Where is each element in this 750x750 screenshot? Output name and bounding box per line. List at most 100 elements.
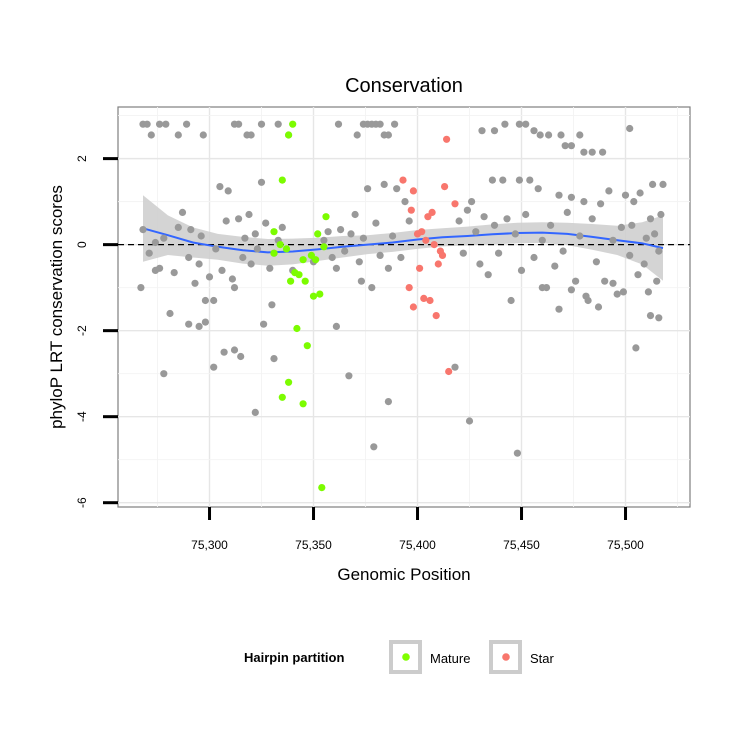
data-point-other bbox=[649, 180, 657, 188]
data-point-other bbox=[561, 142, 569, 150]
data-point-other bbox=[547, 221, 555, 229]
legend: Hairpin partition Mature Star bbox=[244, 640, 555, 674]
data-point-other bbox=[359, 234, 367, 242]
data-point-other bbox=[559, 247, 567, 255]
series-star bbox=[399, 135, 459, 376]
data-point-other bbox=[170, 269, 178, 277]
data-point-other bbox=[582, 292, 590, 300]
data-point-other bbox=[241, 234, 249, 242]
data-point-other bbox=[526, 176, 534, 184]
data-point-other bbox=[260, 320, 268, 328]
data-point-other bbox=[609, 236, 617, 244]
data-point-other bbox=[651, 230, 659, 238]
data-point-other bbox=[580, 198, 588, 206]
data-point-other bbox=[476, 260, 484, 268]
data-point-star bbox=[418, 228, 426, 236]
data-point-other bbox=[626, 124, 634, 133]
data-point-other bbox=[160, 234, 168, 242]
data-point-other bbox=[364, 185, 372, 193]
data-point-other bbox=[237, 352, 245, 361]
data-point-other bbox=[218, 266, 226, 274]
chart-title: Conservation bbox=[345, 75, 463, 97]
data-point-other bbox=[636, 189, 644, 197]
series-mature bbox=[270, 120, 330, 492]
data-point-other bbox=[151, 238, 159, 247]
plot-panel bbox=[117, 106, 691, 508]
data-point-star bbox=[420, 294, 428, 302]
data-point-other bbox=[501, 120, 509, 128]
data-point-other bbox=[451, 363, 459, 371]
data-point-star bbox=[436, 247, 444, 255]
legend-label-star: Star bbox=[530, 651, 555, 666]
data-point-other bbox=[405, 217, 413, 225]
data-point-star bbox=[441, 183, 449, 191]
data-point-other bbox=[195, 322, 203, 330]
data-point-other bbox=[270, 355, 278, 363]
y-tick-label: -2 bbox=[75, 325, 89, 336]
data-point-other bbox=[601, 277, 609, 285]
data-point-other bbox=[332, 264, 340, 272]
data-point-other bbox=[588, 148, 596, 156]
data-point-other bbox=[472, 228, 480, 236]
data-point-star bbox=[445, 367, 453, 376]
data-point-other bbox=[228, 275, 236, 283]
data-point-mature bbox=[309, 292, 318, 300]
data-point-mature bbox=[270, 249, 278, 257]
x-tick-label: 75,300 bbox=[191, 538, 228, 552]
data-point-other bbox=[480, 213, 488, 221]
data-point-other bbox=[278, 223, 286, 231]
data-point-mature bbox=[322, 213, 330, 221]
data-point-other bbox=[368, 284, 376, 292]
confidence-band bbox=[143, 195, 663, 281]
data-point-other bbox=[216, 183, 224, 191]
data-point-other bbox=[151, 266, 159, 274]
data-point-other bbox=[605, 187, 613, 195]
data-point-other bbox=[594, 303, 603, 311]
data-point-star bbox=[409, 187, 417, 195]
data-point-other bbox=[478, 127, 486, 135]
data-point-other bbox=[657, 210, 665, 219]
data-point-star bbox=[422, 236, 430, 244]
data-point-other bbox=[197, 232, 205, 240]
data-point-mature bbox=[299, 400, 307, 408]
data-point-other bbox=[538, 236, 546, 244]
data-point-other bbox=[632, 344, 640, 352]
data-point-other bbox=[174, 223, 182, 231]
data-point-other bbox=[139, 226, 147, 234]
data-point-other bbox=[247, 131, 255, 139]
data-point-other bbox=[185, 253, 193, 262]
data-point-other bbox=[499, 176, 507, 184]
data-point-other bbox=[247, 260, 255, 268]
data-point-mature bbox=[293, 324, 301, 333]
data-point-other bbox=[235, 120, 243, 128]
data-point-other bbox=[644, 288, 653, 296]
data-point-other bbox=[370, 443, 378, 451]
data-point-other bbox=[628, 221, 636, 229]
y-axis-label: phyloP LRT conservation scores bbox=[47, 185, 66, 429]
data-point-other bbox=[463, 206, 471, 214]
legend-dot-mature bbox=[402, 653, 410, 661]
data-point-other bbox=[376, 251, 384, 259]
confidence-band-area bbox=[143, 195, 663, 281]
x-tick-label: 75,450 bbox=[503, 538, 540, 552]
data-point-other bbox=[384, 264, 392, 272]
data-point-other bbox=[503, 215, 511, 223]
data-point-star bbox=[405, 284, 413, 292]
legend-entry-star: Star bbox=[489, 640, 555, 674]
data-point-other bbox=[251, 230, 259, 238]
data-point-star bbox=[430, 241, 438, 249]
data-point-star bbox=[407, 206, 415, 214]
data-point-other bbox=[538, 284, 546, 292]
data-point-mature bbox=[299, 256, 307, 264]
data-point-mature bbox=[314, 230, 322, 238]
data-point-other bbox=[511, 230, 519, 238]
data-point-other bbox=[522, 210, 530, 219]
data-point-other bbox=[376, 120, 384, 128]
data-point-other bbox=[222, 217, 230, 225]
data-point-other bbox=[592, 258, 601, 266]
data-point-other bbox=[555, 305, 563, 313]
y-tick-label: -6 bbox=[75, 497, 89, 508]
data-point-other bbox=[357, 277, 365, 285]
data-point-other bbox=[530, 127, 538, 135]
